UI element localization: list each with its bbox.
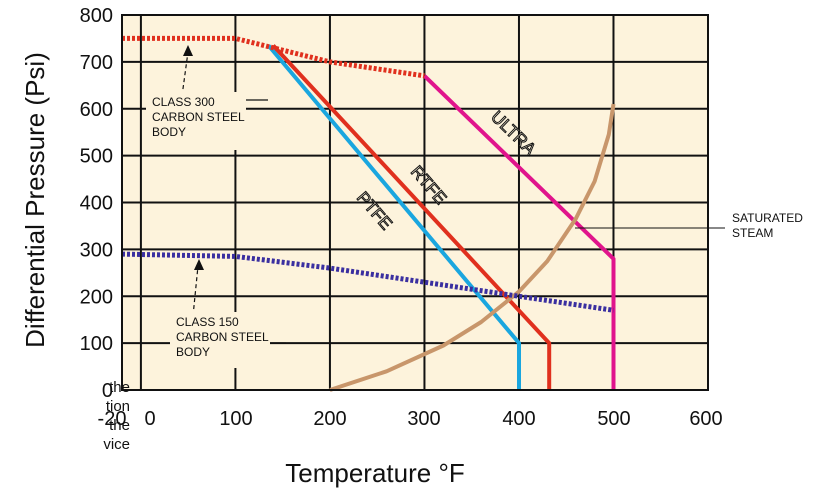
annotation-class-300-line-1: CLASS 300 <box>152 95 215 109</box>
series-line-rtfe <box>271 44 552 390</box>
annotation-class-150-line-2: CARBON STEEL <box>176 330 269 344</box>
series-line-ultra <box>423 74 616 390</box>
annotation-class-150-line-3: BODY <box>176 345 210 359</box>
y-tick-label: 400 <box>80 193 113 215</box>
cropped-side-text: the tion the vice <box>90 378 130 454</box>
annotation-class-150: CLASS 150 CARBON STEEL BODY <box>170 312 270 368</box>
annotation-class-300: CLASS 300 CARBON STEEL BODY <box>146 92 246 150</box>
leader-class-300 <box>181 51 189 97</box>
annotation-class-300-line-2: CARBON STEEL <box>152 110 245 124</box>
y-axis-title: Differential Pressure (Psi) <box>20 52 50 348</box>
annotation-saturated-steam: SATURATED STEAM <box>732 211 803 240</box>
y-tick-label: 300 <box>80 239 113 261</box>
side-text-line: the <box>109 417 130 434</box>
annotation-steam-line-1: SATURATED <box>732 211 803 225</box>
side-text-line: vice <box>103 436 130 453</box>
x-tick-label: -20 <box>98 408 127 430</box>
arrowhead-class-300 <box>183 45 193 56</box>
y-tick-label: 0 <box>102 380 113 402</box>
ticks: -20 0 100 200 300 400 500 600 0 100 200 300 400 500 60… <box>80 5 723 430</box>
x-tick-label: 300 <box>407 408 440 430</box>
x-tick-label: 600 <box>689 408 722 430</box>
x-tick-label: 100 <box>219 408 252 430</box>
x-tick-label: 200 <box>313 408 346 430</box>
series-line-ptfe <box>266 44 521 390</box>
annotation-class-300-line-3: BODY <box>152 125 186 139</box>
y-tick-label: 800 <box>80 5 113 27</box>
arrowhead-class-150 <box>194 259 204 270</box>
grid <box>122 15 708 390</box>
annotation-steam-line-2: STEAM <box>732 226 773 240</box>
series-line-class-300-carbon-steel-body <box>122 35 425 79</box>
x-tick-label: 500 <box>597 408 630 430</box>
y-tick-label: 100 <box>80 333 113 355</box>
annotation-class-150-line-1: CLASS 150 <box>176 315 239 329</box>
y-tick-label: 700 <box>80 52 113 74</box>
leader-layer <box>181 45 725 344</box>
y-tick-label: 600 <box>80 99 113 121</box>
y-tick-label: 500 <box>80 146 113 168</box>
series-layer <box>121 35 616 392</box>
y-tick-label: 200 <box>80 286 113 308</box>
x-axis-title: Temperature °F <box>285 458 464 488</box>
plot-frame <box>121 14 709 391</box>
x-tick-label: 0 <box>144 408 155 430</box>
leader-class-150 <box>192 265 199 317</box>
side-text-line: tion <box>105 398 130 415</box>
side-text-line: the <box>109 379 130 396</box>
series-line-saturated-steam <box>329 103 616 392</box>
series-line-class-150-carbon-steel-body <box>121 251 614 313</box>
x-tick-label: 400 <box>502 408 535 430</box>
